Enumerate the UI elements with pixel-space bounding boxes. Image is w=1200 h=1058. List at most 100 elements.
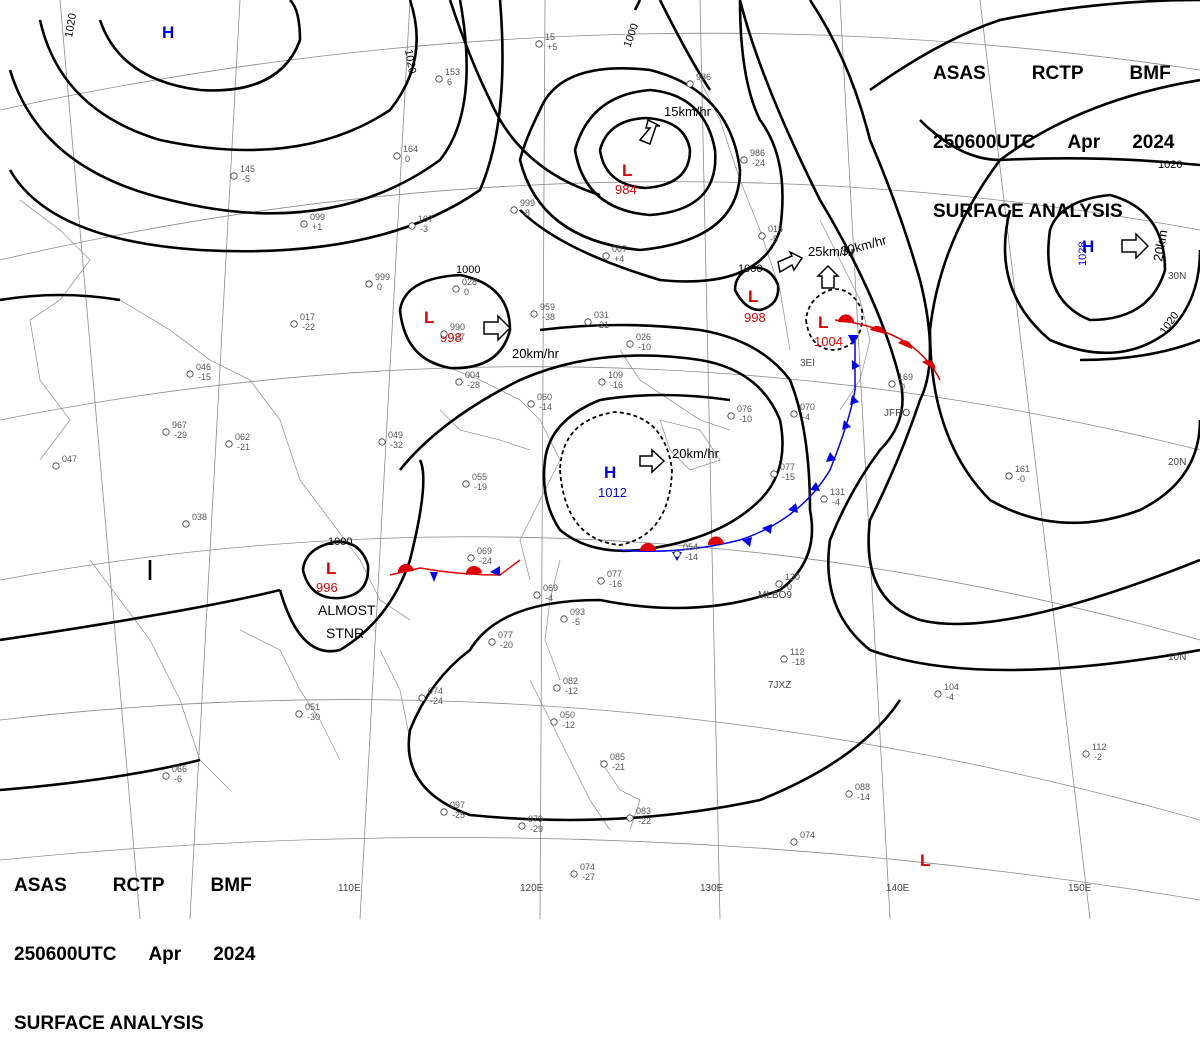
isobar-label: 1000 (622, 22, 642, 49)
station-plot: 104-4 (934, 682, 959, 702)
station-pressure: 999 (520, 198, 535, 208)
station-plot: 026-10 (626, 332, 651, 352)
station-circle-icon (510, 206, 518, 214)
low-center-value: 1004 (814, 334, 843, 349)
station-tendency: -24 (752, 158, 765, 168)
isobar-label: 1020 (1158, 159, 1182, 171)
ship-id: MLBO9 (758, 590, 792, 601)
station-circle-icon (440, 330, 448, 338)
station-pressure: 038 (192, 512, 207, 522)
station-plot: 055-19 (462, 472, 487, 492)
station-pressure: 104 (944, 682, 959, 692)
station-pressure: 026 (636, 332, 651, 342)
station-circle-icon (845, 790, 853, 798)
station-tendency: +4 (614, 254, 624, 264)
station-pressure: 015 (768, 224, 783, 234)
station-plot: 967-29 (162, 420, 187, 440)
station-plot: 999-8 (510, 198, 535, 218)
station-tendency: -24 (430, 696, 443, 706)
station-pressure: 130 (785, 572, 800, 582)
station-circle-icon (673, 550, 681, 558)
ship-ids: 3EI JFRO MLBO9 7JXZ (758, 358, 910, 691)
station-plot: 077-20 (488, 630, 513, 650)
station-circle-icon (52, 462, 60, 470)
station-plot: 079-29 (518, 814, 543, 834)
high-center-symbol: H (1082, 237, 1094, 256)
station-circle-icon (295, 710, 303, 718)
movement-speed: 20km/hr (672, 446, 720, 461)
station-plot: 031-21 (584, 310, 609, 330)
station-tendency: -14 (539, 402, 552, 412)
header-month: Apr (148, 944, 182, 965)
station-circle-icon (780, 655, 788, 663)
station-pressure: 069 (477, 546, 492, 556)
station-plot: 062-21 (225, 432, 250, 452)
station-plot: 049-32 (378, 430, 403, 450)
station-pressure: 083 (636, 806, 651, 816)
station-tendency: +5 (547, 42, 557, 52)
station-tendency: -30 (307, 712, 320, 722)
longitude-label: 150E (1068, 883, 1092, 894)
station-plot: 076-10 (727, 404, 752, 424)
station-tendency: -15 (198, 372, 211, 382)
station-circle-icon (775, 580, 783, 588)
stationary-annotation: ALMOST STNR (318, 602, 376, 641)
isobars (0, 0, 1200, 822)
longitude-label: 110E (338, 883, 361, 894)
pressure-centers: H L 984 L 998 L 998 L 1004 H 1012 H 1028… (162, 23, 1094, 870)
low-center-symbol: L (424, 308, 434, 327)
movement-speed: 30km/hr (839, 232, 889, 259)
station-circle-icon (934, 690, 942, 698)
station-plot: 112-18 (780, 647, 805, 667)
station-pressure: 077 (607, 569, 622, 579)
station-pressure: 049 (388, 430, 403, 440)
header-datetime: 250600UTC (933, 132, 1036, 153)
station-tendency: -38 (542, 312, 555, 322)
station-circle-icon (553, 684, 561, 692)
station-pressure: 074 (800, 830, 815, 840)
axis-labels: 110E 120E 130E 140E 150E 30N 20N 10N (338, 271, 1186, 894)
station-pressure: 109 (608, 370, 623, 380)
station-circle-icon (626, 340, 634, 348)
station-pressure: 169 (898, 372, 913, 382)
station-plot: 082-12 (553, 676, 578, 696)
station-plot: 109-16 (598, 370, 623, 390)
station-plot: 069-24 (467, 546, 492, 566)
station-plot: 051-30 (295, 702, 320, 722)
station-tendency: -28 (467, 380, 480, 390)
station-circle-icon (758, 232, 766, 240)
station-pressure: 161 (1015, 464, 1030, 474)
station-plot: 066-6 (162, 764, 187, 784)
station-tendency: -5 (770, 234, 778, 244)
station-tendency: -20 (500, 640, 513, 650)
station-tendency: 0 (787, 582, 792, 592)
station-circle-icon (435, 75, 443, 83)
station-tendency: -3 (420, 224, 428, 234)
station-plot: 099+1 (300, 212, 325, 232)
station-tendency: -10 (739, 414, 752, 424)
station-circle-icon (440, 808, 448, 816)
station-circle-icon (467, 554, 475, 562)
station-plot: 986 (686, 72, 711, 88)
station-circle-icon (455, 378, 463, 386)
low-center-value: 996 (316, 580, 338, 595)
station-tendency: -14 (857, 792, 870, 802)
low-center-symbol: L (920, 851, 930, 870)
station-tendency: -4 (832, 497, 840, 507)
station-circle-icon (570, 870, 578, 878)
station-circle-icon (300, 220, 308, 228)
station-pressure: 004 (465, 370, 480, 380)
station-pressure: 093 (570, 607, 585, 617)
station-plot: 017-22 (290, 312, 315, 332)
station-tendency: -12 (565, 686, 578, 696)
header-month: Apr (1067, 132, 1101, 153)
station-tendency: 0 (464, 287, 469, 297)
station-circle-icon (182, 520, 190, 528)
station-circle-icon (1005, 472, 1013, 480)
station-pressure: 054 (683, 542, 698, 552)
ship-id: 3EI (800, 358, 815, 369)
fronts (389, 314, 941, 582)
